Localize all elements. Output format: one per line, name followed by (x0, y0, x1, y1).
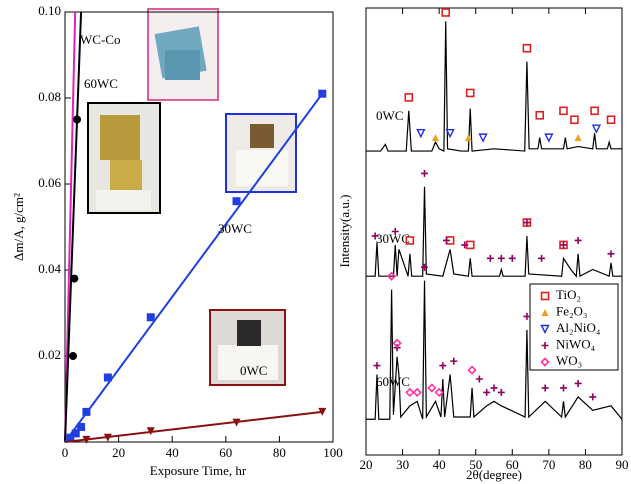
x-tick-label: 20 (360, 457, 373, 472)
x-tick-label: 30 (396, 457, 409, 472)
marker (406, 389, 413, 396)
marker (560, 107, 567, 114)
marker (560, 241, 567, 248)
marker (405, 94, 412, 101)
marker (538, 255, 545, 262)
marker (498, 255, 505, 262)
legend-label: Al₂NiO₄ (556, 320, 601, 335)
marker (233, 197, 241, 205)
marker (147, 313, 155, 321)
series-label: 60WC (84, 76, 118, 91)
marker (469, 367, 476, 374)
marker (498, 389, 505, 396)
legend-label: Fe₂O₃ (556, 303, 587, 318)
inset-photo-60wc (88, 103, 160, 213)
figure: Exposure Time, hr Δm/A, g/cm² 2θ(degree)… (0, 0, 631, 484)
marker (417, 130, 424, 137)
marker (428, 384, 435, 391)
fit-line (65, 412, 322, 442)
marker (591, 107, 598, 114)
y-tick-label: 0.08 (38, 89, 61, 104)
marker (450, 358, 457, 365)
marker (575, 380, 582, 387)
marker (70, 275, 78, 283)
series-label: 30WC (376, 231, 410, 246)
marker (394, 340, 401, 347)
marker (575, 134, 582, 141)
marker (491, 384, 498, 391)
legend-label: NiWO₄ (556, 336, 596, 351)
series-label: 0WC (376, 108, 403, 123)
marker (467, 89, 474, 96)
marker (542, 384, 549, 391)
marker (608, 250, 615, 257)
y-tick-label: 0.04 (38, 261, 61, 276)
inset-photo-30wc (226, 114, 296, 192)
marker (73, 116, 81, 124)
marker (545, 134, 552, 141)
x-tick-label: 80 (273, 445, 286, 460)
y-axis-label: Δm/A, g/cm² (11, 193, 26, 261)
marker (589, 393, 596, 400)
inset-photo-wc-co (148, 9, 218, 100)
x-tick-label: 40 (433, 457, 446, 472)
marker (373, 362, 380, 369)
x-axis-label: Exposure Time, hr (150, 463, 247, 478)
marker (77, 423, 85, 431)
marker (318, 90, 326, 98)
marker (476, 376, 483, 383)
y-axis-label: Intensity(a.u.) (337, 195, 352, 268)
x-tick-label: 60 (219, 445, 232, 460)
marker (421, 264, 428, 271)
marker (69, 352, 77, 360)
marker (509, 255, 516, 262)
marker (560, 384, 567, 391)
x-tick-label: 60 (506, 457, 519, 472)
marker (421, 170, 428, 177)
x-tick-label: 0 (62, 445, 69, 460)
marker (104, 374, 112, 382)
marker (414, 389, 421, 396)
marker (439, 362, 446, 369)
marker (536, 112, 543, 119)
x-tick-label: 20 (112, 445, 125, 460)
marker (608, 116, 615, 123)
marker (575, 237, 582, 244)
marker (483, 389, 490, 396)
x-tick-label: 40 (166, 445, 179, 460)
x-tick-label: 80 (579, 457, 592, 472)
x-tick-label: 50 (469, 457, 482, 472)
marker (593, 125, 600, 132)
marker (480, 134, 487, 141)
series-label: WC-Co (80, 32, 120, 47)
x-tick-label: 100 (323, 445, 343, 460)
marker (523, 313, 530, 320)
series-label: 0WC (240, 363, 267, 378)
pattern-line (366, 21, 622, 151)
marker (523, 219, 530, 226)
y-tick-label: 0.02 (38, 347, 61, 362)
x-tick-label: 70 (542, 457, 555, 472)
marker (82, 408, 90, 416)
marker (487, 255, 494, 262)
marker (523, 45, 530, 52)
page: {"chart_data": [ {"type": "line", "x_lab… (0, 0, 631, 484)
series-label: 30WC (218, 221, 252, 236)
y-tick-label: 0.10 (38, 3, 61, 18)
marker (443, 237, 450, 244)
marker (432, 134, 439, 141)
legend-label: WO₃ (556, 353, 582, 368)
marker (442, 9, 449, 16)
marker (571, 116, 578, 123)
x-tick-label: 90 (616, 457, 629, 472)
y-tick-label: 0.06 (38, 175, 61, 190)
series-label: 60WC (376, 374, 410, 389)
legend-label: TiO₂ (556, 287, 581, 302)
